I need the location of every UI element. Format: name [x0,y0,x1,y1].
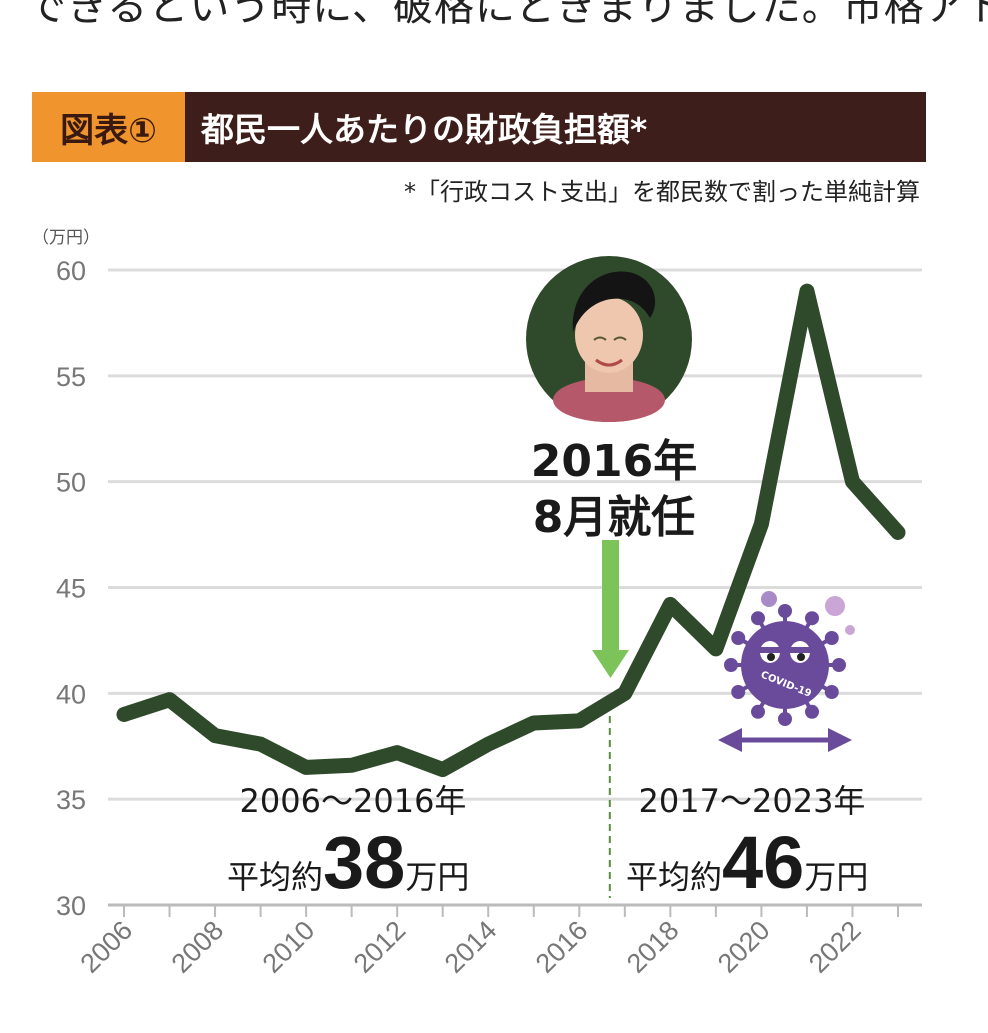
y-tick-label: 35 [56,785,86,815]
period2-range: 2017〜2023年 [639,782,866,820]
fiscal-burden-line [116,283,906,778]
x-tick-label: 2006 [75,915,139,979]
y-tick-label: 45 [56,574,86,604]
x-tick-label: 2014 [439,915,503,979]
inauguration-year: 2016年 [531,436,697,487]
period2-average: 平均約46万円 [626,821,868,904]
x-axis-ticks: 2006 2008 2010 2012 2014 2016 2018 2020 2022 [75,905,899,979]
y-tick-label: 30 [56,891,86,921]
y-axis-ticks: 30 35 40 45 50 55 60 [56,256,86,921]
y-axis-unit: （万円） [32,228,100,248]
x-tick-label: 2010 [257,915,321,979]
x-tick-label: 2018 [621,915,685,979]
covid-period-arrow [718,728,852,752]
x-tick-label: 2016 [530,915,594,979]
chart-title-bar: 図表① 都民一人あたりの財政負担額* [32,92,926,162]
y-tick-label: 40 [56,679,86,709]
period1-range: 2006〜2016年 [240,782,467,820]
x-tick-label: 2012 [348,915,412,979]
cut-off-text: できるという時に、破格にどきまりました。市格アト [26,0,988,30]
chart-title: 都民一人あたりの財政負担額* [185,92,926,162]
x-tick-label: 2020 [712,915,776,979]
governor-portrait [526,256,692,422]
covid-virus-icon: COVID-19 [724,591,855,726]
x-tick-label: 2022 [803,915,867,979]
period1-average: 平均約38万円 [227,821,469,904]
y-tick-label: 50 [56,468,86,498]
y-tick-label: 55 [56,362,86,392]
chart-footnote: *「行政コスト支出」を都民数で割った単純計算 [404,178,920,206]
x-tick-label: 2008 [166,915,230,979]
y-tick-label: 60 [56,256,86,286]
inauguration-month: 8月就任 [533,492,696,543]
inauguration-arrow [592,540,629,678]
gridlines [108,268,922,907]
figure-badge: 図表① [32,92,185,162]
